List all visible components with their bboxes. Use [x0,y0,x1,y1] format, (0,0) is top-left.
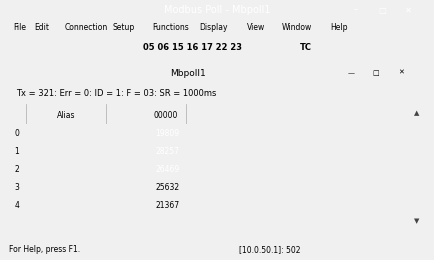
Text: 2: 2 [15,165,20,174]
Text: Display: Display [200,23,228,32]
Text: ▲: ▲ [414,110,420,116]
Text: File: File [13,23,26,32]
Text: 05 06 15 16 17 22 23: 05 06 15 16 17 22 23 [143,42,242,51]
Text: □: □ [372,70,379,76]
Text: —: — [347,70,354,76]
Text: 26469: 26469 [155,165,180,174]
Text: ✕: ✕ [404,5,411,15]
Text: –: – [354,5,358,15]
Text: Window: Window [282,23,312,32]
Text: 25632: 25632 [155,183,180,192]
Text: Help: Help [330,23,347,32]
Text: Connection: Connection [65,23,108,32]
Text: View: View [247,23,266,32]
Text: Modbus Poll - Mbpoll1: Modbus Poll - Mbpoll1 [164,5,270,15]
Text: Tx = 321: Err = 0: ID = 1: F = 03: SR = 1000ms: Tx = 321: Err = 0: ID = 1: F = 03: SR = … [16,88,217,98]
Text: 28257: 28257 [156,147,180,157]
Text: 1: 1 [15,147,20,157]
Text: 4: 4 [15,202,20,210]
Text: 19809: 19809 [155,129,180,138]
Text: Functions: Functions [152,23,189,32]
Text: 3: 3 [15,183,20,192]
Text: 21367: 21367 [155,202,180,210]
Text: □: □ [378,5,386,15]
Text: Alias: Alias [57,110,75,120]
Text: ▼: ▼ [414,218,420,224]
Text: Setup: Setup [113,23,135,32]
Text: 0: 0 [15,129,20,138]
Text: TC: TC [299,42,312,51]
Text: 00000: 00000 [153,110,178,120]
Text: Edit: Edit [35,23,50,32]
Text: Mbpoll1: Mbpoll1 [170,68,206,77]
Text: [10.0.50.1]: 502: [10.0.50.1]: 502 [239,245,300,255]
Text: For Help, press F1.: For Help, press F1. [9,245,80,255]
Text: ✕: ✕ [398,70,404,76]
